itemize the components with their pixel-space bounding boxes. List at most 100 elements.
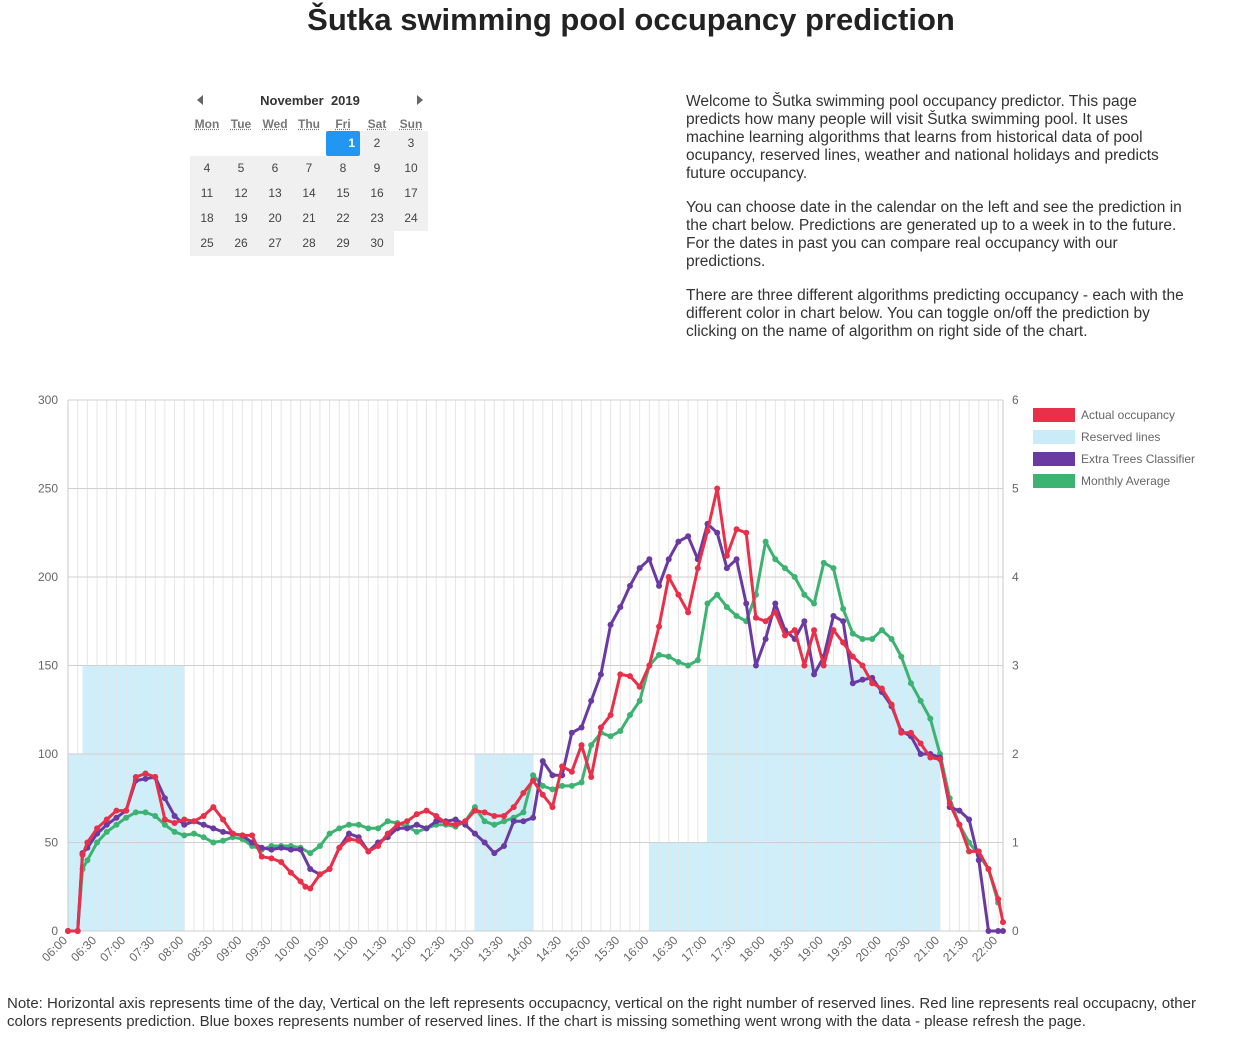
data-point [733, 526, 740, 533]
data-point [675, 591, 682, 598]
x-tick-label: 07:00 [97, 933, 128, 964]
data-point [491, 812, 498, 819]
calendar-day[interactable]: 19 [224, 206, 258, 231]
calendar-day[interactable]: 11 [190, 181, 224, 206]
calendar-day[interactable]: 2 [360, 131, 394, 156]
data-point [927, 715, 934, 722]
x-tick-label: 06:30 [68, 933, 99, 964]
data-point [830, 612, 837, 619]
calendar-month-label: November 2019 [190, 93, 430, 108]
calendar-day[interactable]: 13 [258, 181, 292, 206]
legend-item-reserved-lines[interactable]: Reserved lines [1033, 430, 1160, 444]
calendar-day[interactable]: 7 [292, 156, 326, 181]
x-tick-label: 10:30 [301, 933, 332, 964]
legend-item-monthly-average[interactable]: Monthly Average [1033, 474, 1170, 488]
data-point [142, 775, 149, 782]
data-point [626, 673, 633, 680]
data-point [830, 565, 837, 572]
calendar-day[interactable]: 16 [360, 181, 394, 206]
data-point [210, 825, 217, 832]
next-month-icon[interactable] [417, 95, 423, 105]
y2-tick-label: 2 [1012, 747, 1019, 761]
calendar-day[interactable]: 30 [360, 231, 394, 256]
data-point [65, 928, 71, 934]
prev-month-icon[interactable] [197, 95, 203, 105]
data-point [966, 816, 973, 823]
calendar-day[interactable]: 27 [258, 231, 292, 256]
calendar-day[interactable]: 5 [224, 156, 258, 181]
x-tick-label: 15:30 [591, 933, 622, 964]
data-point [520, 809, 527, 816]
calendar-day[interactable]: 25 [190, 231, 224, 256]
calendar-day[interactable]: 23 [360, 206, 394, 231]
calendar-blank [190, 131, 224, 156]
data-point [229, 830, 236, 837]
y-tick-label: 0 [51, 924, 58, 938]
y-tick-label: 250 [38, 482, 58, 496]
data-point [501, 843, 508, 850]
calendar-day[interactable]: 20 [258, 206, 292, 231]
weekday-label: Wed [262, 117, 288, 131]
y2-tick-label: 1 [1012, 836, 1019, 850]
data-point [481, 818, 488, 825]
x-tick-label: 19:00 [795, 933, 826, 964]
data-point [539, 758, 546, 765]
data-point [704, 527, 711, 534]
data-point [123, 814, 130, 821]
data-point [733, 556, 740, 563]
calendar-day[interactable]: 14 [292, 181, 326, 206]
data-point [103, 816, 110, 823]
data-point [772, 600, 779, 607]
calendar-day[interactable]: 17 [394, 181, 428, 206]
data-point [578, 742, 585, 749]
calendar-day[interactable]: 21 [292, 206, 326, 231]
data-point [704, 600, 711, 607]
calendar-day[interactable]: 4 [190, 156, 224, 181]
calendar-day[interactable]: 22 [326, 206, 360, 231]
legend-item-extra-trees-classifier[interactable]: Extra Trees Classifier [1033, 452, 1195, 466]
x-tick-label: 19:30 [824, 933, 855, 964]
calendar-day[interactable]: 12 [224, 181, 258, 206]
data-point [94, 839, 101, 846]
calendar-day[interactable]: 24 [394, 206, 428, 231]
data-point [365, 825, 372, 832]
calendar-day[interactable]: 28 [292, 231, 326, 256]
data-point [307, 850, 314, 857]
data-point [103, 828, 110, 835]
data-point [384, 818, 391, 825]
calendar-day[interactable]: 29 [326, 231, 360, 256]
x-tick-label: 08:30 [184, 933, 215, 964]
calendar-blank [258, 131, 292, 156]
calendar-day[interactable]: 10 [394, 156, 428, 181]
data-point [888, 635, 895, 642]
y2-tick-label: 4 [1012, 570, 1019, 584]
data-point [142, 770, 149, 777]
calendar-day[interactable]: 26 [224, 231, 258, 256]
data-point [375, 843, 382, 850]
data-point [559, 782, 566, 789]
data-point [365, 848, 372, 855]
calendar-day[interactable]: 9 [360, 156, 394, 181]
data-point [762, 618, 769, 625]
y-tick-label: 200 [38, 570, 58, 584]
data-point [375, 825, 382, 832]
data-point [636, 697, 643, 704]
data-point [743, 529, 750, 536]
calendar-day[interactable]: 8 [326, 156, 360, 181]
calendar-day[interactable]: 1 [326, 131, 360, 156]
data-point [888, 701, 895, 708]
data-point [152, 812, 159, 819]
calendar-day[interactable]: 6 [258, 156, 292, 181]
calendar-day[interactable]: 15 [326, 181, 360, 206]
calendar-day[interactable]: 18 [190, 206, 224, 231]
legend-swatch [1033, 452, 1075, 466]
data-point [636, 565, 643, 572]
data-point [161, 816, 168, 823]
calendar-day[interactable]: 3 [394, 131, 428, 156]
data-point [113, 807, 120, 814]
x-tick-label: 07:30 [126, 933, 157, 964]
data-point [714, 591, 721, 598]
data-point [481, 839, 488, 846]
legend-item-actual-occupancy[interactable]: Actual occupancy [1033, 408, 1175, 422]
data-point [811, 600, 818, 607]
